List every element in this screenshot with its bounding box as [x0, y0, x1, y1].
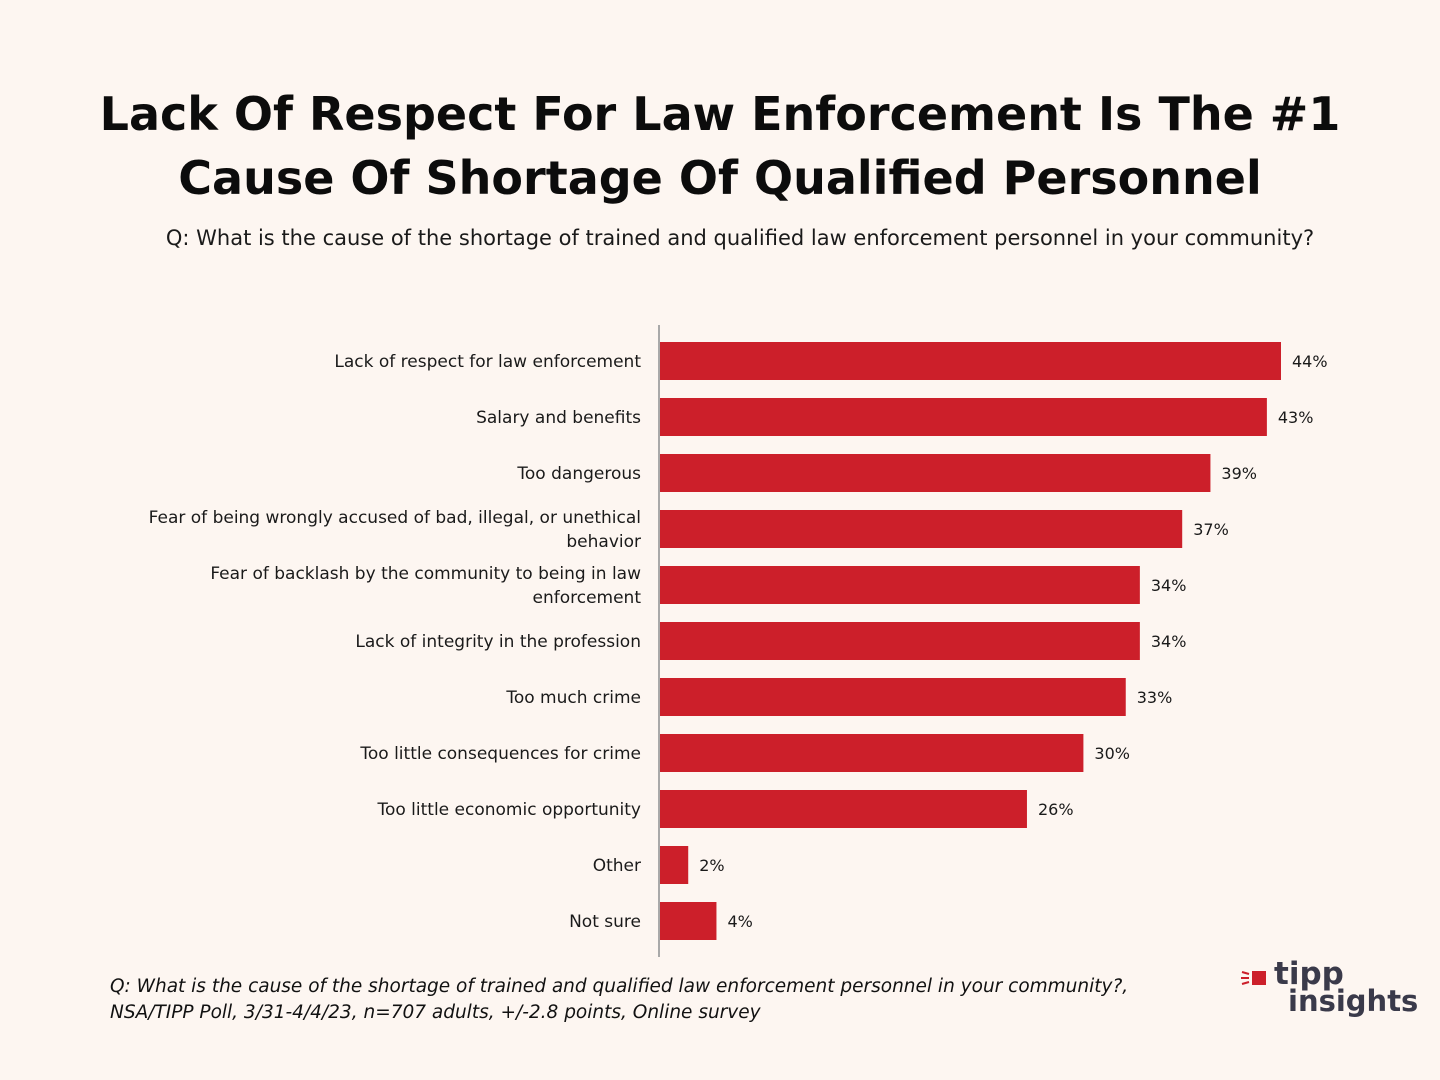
category-label: Too little economic opportunity — [376, 800, 641, 820]
data-label: 2% — [699, 856, 724, 875]
data-label: 26% — [1038, 800, 1074, 819]
bar — [660, 734, 1084, 772]
category-label: Too little consequences for crime — [359, 744, 641, 764]
data-label: 4% — [727, 912, 752, 931]
logo-insights-text: insights — [1288, 984, 1419, 1018]
chart-title: Lack Of Respect For Law Enforcement Is T… — [0, 82, 1440, 210]
bar — [660, 790, 1027, 828]
footnote-line-2: NSA/TIPP Poll, 3/31-4/4/23, n=707 adults… — [110, 1002, 761, 1023]
data-label: 34% — [1151, 632, 1187, 651]
bar — [660, 678, 1126, 716]
data-label: 39% — [1221, 464, 1257, 483]
data-label: 30% — [1094, 744, 1130, 763]
bar — [660, 622, 1140, 660]
bar — [660, 510, 1183, 548]
category-label: Other — [593, 856, 641, 876]
category-label: Fear of being wrongly accused of bad, il… — [149, 508, 641, 528]
data-label: 44% — [1292, 352, 1328, 371]
category-label: Too much crime — [505, 688, 641, 708]
data-label: 43% — [1278, 408, 1314, 427]
bar — [660, 342, 1281, 380]
category-label: Lack of respect for law enforcement — [334, 352, 641, 372]
bar — [660, 454, 1211, 492]
category-label: enforcement — [533, 588, 642, 608]
category-label: Too dangerous — [516, 464, 641, 484]
bar — [660, 902, 717, 940]
logo-mark-icon — [1241, 971, 1266, 985]
data-label: 33% — [1137, 688, 1173, 707]
title-line-1: Lack Of Respect For Law Enforcement Is T… — [99, 87, 1341, 141]
category-label: Lack of integrity in the profession — [355, 632, 641, 652]
data-label: 37% — [1193, 520, 1229, 539]
bar — [660, 566, 1140, 604]
bar — [660, 398, 1267, 436]
title-line-2: Cause Of Shortage Of Qualified Personnel — [178, 151, 1262, 205]
category-label: Not sure — [569, 912, 641, 932]
category-label: behavior — [566, 532, 641, 552]
category-label: Salary and benefits — [476, 408, 641, 428]
tipp-insights-logo: tipp insights — [1240, 956, 1430, 1024]
footnote-line-1: Q: What is the cause of the shortage of … — [110, 976, 1129, 997]
question-subtitle: Q: What is the cause of the shortage of … — [165, 226, 1315, 250]
logo-tipp-text: tipp — [1274, 956, 1344, 992]
bar — [660, 846, 689, 884]
category-label: Fear of backlash by the community to bei… — [210, 564, 641, 584]
footnote: Q: What is the cause of the shortage of … — [110, 974, 1230, 1026]
data-label: 34% — [1151, 576, 1187, 595]
